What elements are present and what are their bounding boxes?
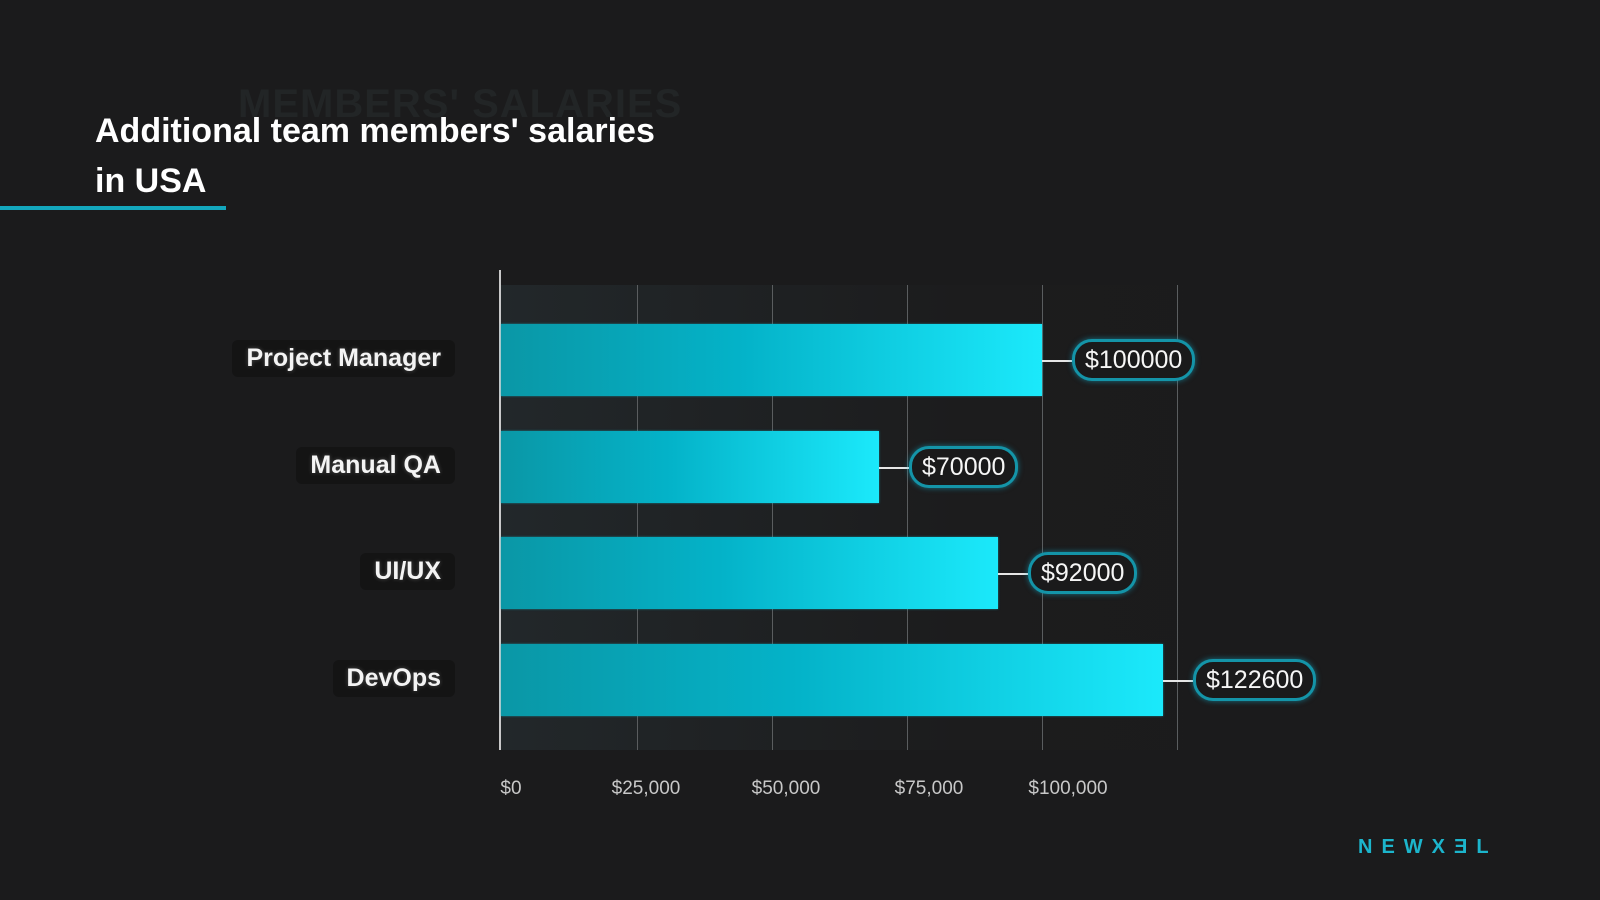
- category-label-manual-qa: Manual QA: [296, 447, 455, 484]
- x-tick-100000: $100,000: [1028, 778, 1108, 799]
- x-tick-75000: $75,000: [894, 778, 964, 799]
- x-tick-50000: $50,000: [751, 778, 821, 799]
- x-tick-25000: $25,000: [611, 778, 681, 799]
- value-label-ui-ux: $92000: [1028, 552, 1138, 594]
- y-axis-line: [499, 270, 501, 750]
- connector-ui-ux: [998, 573, 1028, 575]
- x-tick-0: $0: [500, 778, 522, 799]
- connector-devops: [1163, 680, 1193, 682]
- page-title: Additional team members' salaries in USA: [95, 106, 815, 206]
- connector-manual-qa: [879, 467, 909, 469]
- gridline-75000: [907, 285, 908, 750]
- title-line-2: in USA: [95, 162, 207, 200]
- category-label-devops: DevOps: [332, 660, 455, 697]
- title-underline: [0, 206, 226, 210]
- gridline-50000: [772, 285, 773, 750]
- title-line-1: Additional team members' salaries: [95, 112, 655, 150]
- value-label-project-manager: $100000: [1072, 339, 1196, 381]
- ghost-title: MEMBERS' SALARIES: [238, 82, 683, 126]
- bar-ui-ux[interactable]: [501, 537, 998, 609]
- value-label-manual-qa: $70000: [909, 446, 1019, 488]
- connector-project-manager: [1042, 360, 1072, 362]
- gridline-25000: [637, 285, 638, 750]
- newxel-logo: NEWXƎL: [1358, 836, 1498, 858]
- gridline-125000: [1177, 285, 1178, 750]
- category-label-ui-ux: UI/UX: [360, 553, 455, 590]
- bar-manual-qa[interactable]: [501, 431, 879, 503]
- gridline-100000: [1042, 285, 1043, 750]
- bar-project-manager[interactable]: [501, 324, 1042, 396]
- value-label-devops: $122600: [1193, 659, 1317, 701]
- bar-devops[interactable]: [501, 644, 1163, 716]
- category-label-project-manager: Project Manager: [232, 340, 455, 377]
